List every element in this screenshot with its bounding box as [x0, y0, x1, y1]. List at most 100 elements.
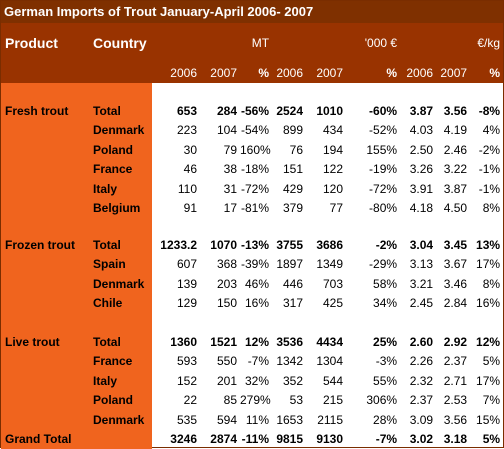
value: -72% — [240, 179, 272, 199]
value: -29% — [346, 255, 400, 275]
value: 5% — [470, 430, 503, 449]
unit-header: MT — [152, 23, 272, 63]
blank — [272, 83, 306, 101]
blank — [89, 83, 152, 101]
value: 544 — [306, 371, 346, 391]
blank — [400, 218, 436, 235]
value: 2.84 — [436, 294, 470, 314]
value: 129 — [152, 294, 200, 314]
value: 3.02 — [400, 430, 436, 449]
blank — [1, 255, 89, 275]
value: 13% — [470, 235, 503, 255]
value: 215 — [306, 391, 346, 411]
value: 446 — [272, 274, 306, 294]
blank — [400, 83, 436, 101]
value: 535 — [152, 410, 200, 430]
value: 607 — [152, 255, 200, 275]
value: 2.71 — [436, 371, 470, 391]
value: 3.87 — [400, 101, 436, 121]
value: 2.53 — [436, 391, 470, 411]
blank — [1, 274, 89, 294]
value: -72% — [346, 179, 400, 199]
value: 22 — [152, 391, 200, 411]
value: 703 — [306, 274, 346, 294]
blank — [200, 83, 240, 101]
value: 4.18 — [400, 199, 436, 219]
country: Total — [89, 235, 152, 255]
blank — [346, 83, 400, 101]
value: -56% — [240, 101, 272, 121]
value: 155% — [346, 140, 400, 160]
value: 2.92 — [436, 332, 470, 352]
country: Poland — [89, 140, 152, 160]
blank — [346, 313, 400, 332]
value: 17% — [470, 371, 503, 391]
blank — [272, 313, 306, 332]
value: 2.50 — [400, 140, 436, 160]
value: 2524 — [272, 101, 306, 121]
value: 7% — [470, 391, 503, 411]
value: -81% — [240, 199, 272, 219]
blank — [89, 218, 152, 235]
value: 653 — [152, 101, 200, 121]
column-header: 2006 — [272, 63, 306, 83]
value: 76 — [272, 140, 306, 160]
value: 79 — [200, 140, 240, 160]
value: 3.46 — [436, 274, 470, 294]
value: 194 — [306, 140, 346, 160]
blank — [436, 83, 470, 101]
value: -52% — [346, 121, 400, 141]
value: -60% — [346, 101, 400, 121]
value: -19% — [346, 160, 400, 180]
country: Total — [89, 101, 152, 121]
column-header: 2007 — [200, 63, 240, 83]
blank — [240, 313, 272, 332]
value: 34% — [346, 294, 400, 314]
value: 306% — [346, 391, 400, 411]
blank — [1, 179, 89, 199]
value: -13% — [240, 235, 272, 255]
value: 31 — [200, 179, 240, 199]
country: Italy — [89, 179, 152, 199]
blank — [306, 83, 346, 101]
blank — [1, 199, 89, 219]
value: 9815 — [272, 430, 306, 449]
value: -8% — [470, 101, 503, 121]
value: 203 — [200, 274, 240, 294]
blank — [240, 218, 272, 235]
title: German Imports of Trout January-April 20… — [1, 1, 503, 23]
value: 593 — [152, 352, 200, 372]
blank — [1, 352, 89, 372]
unit-header: '000 € — [272, 23, 400, 63]
value: 58% — [346, 274, 400, 294]
value: -80% — [346, 199, 400, 219]
column-header: 2007 — [436, 63, 470, 83]
value: -18% — [240, 160, 272, 180]
blank — [436, 218, 470, 235]
country: Poland — [89, 391, 152, 411]
blank — [272, 218, 306, 235]
value: -39% — [240, 255, 272, 275]
unit-header: €/kg — [400, 23, 503, 63]
column-header: 2006 — [400, 63, 436, 83]
value: 122 — [306, 160, 346, 180]
value: 77 — [306, 199, 346, 219]
value: -1% — [470, 160, 503, 180]
value: 16% — [470, 294, 503, 314]
blank — [306, 313, 346, 332]
blank — [1, 121, 89, 141]
value: 1349 — [306, 255, 346, 275]
value: 379 — [272, 199, 306, 219]
